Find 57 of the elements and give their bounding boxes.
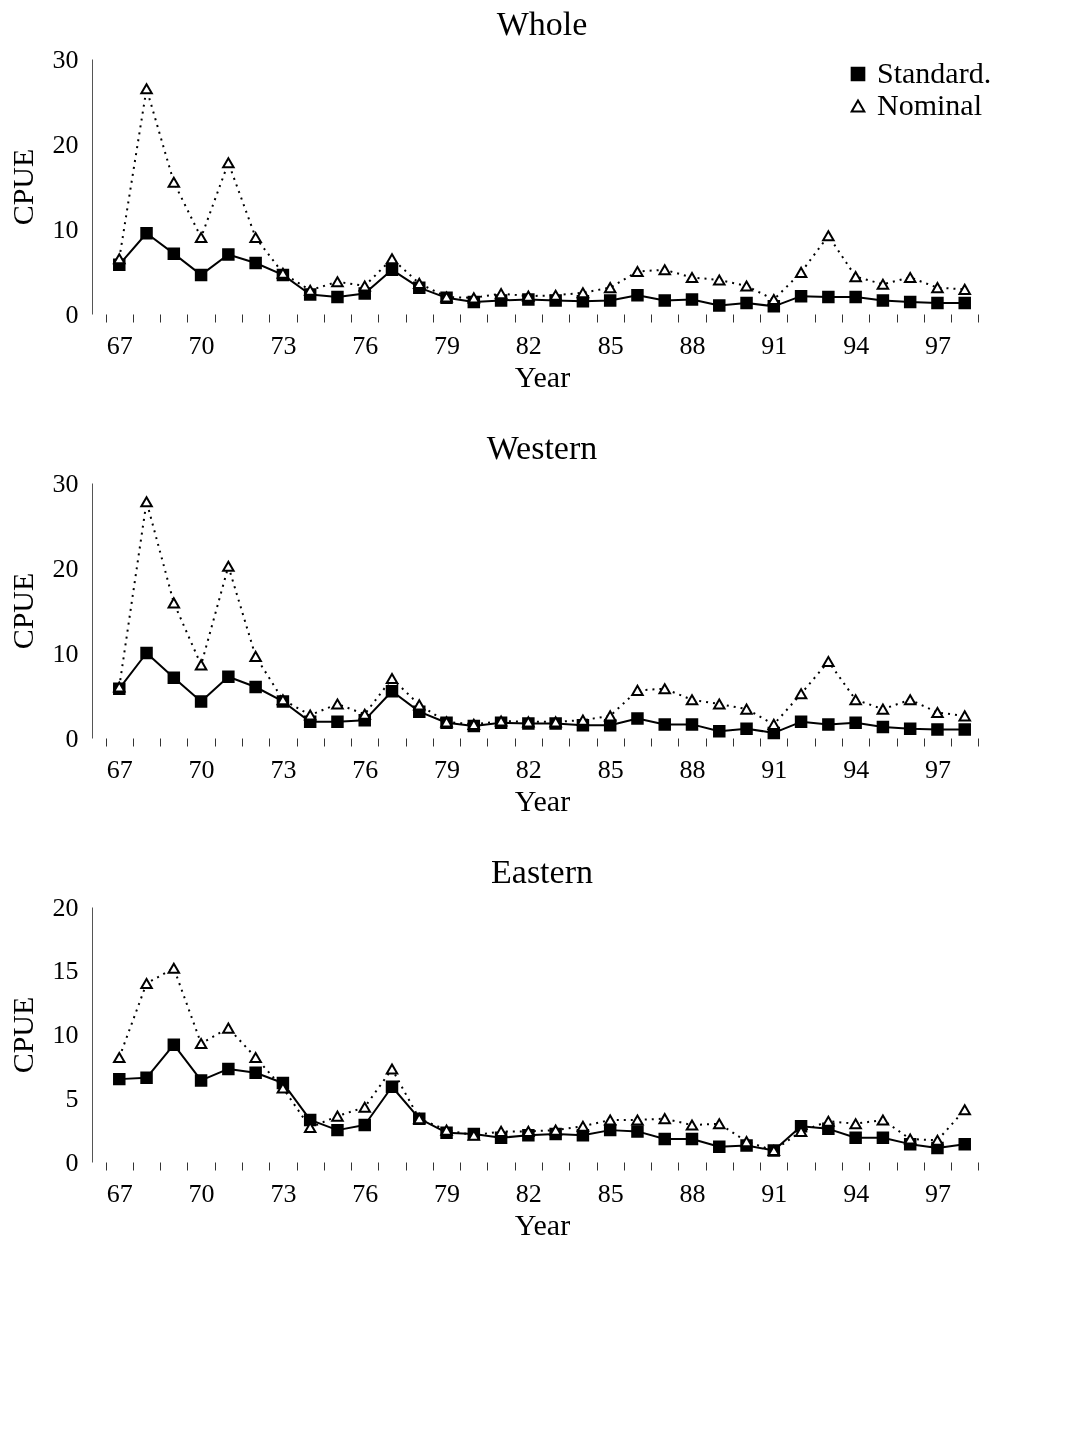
x-tick-label: 70 <box>188 1178 215 1208</box>
y-tick-label: 10 <box>52 214 79 244</box>
x-tick-label: 76 <box>352 754 379 784</box>
y-tick-label: 0 <box>65 723 79 753</box>
x-tick-label: 82 <box>515 330 542 360</box>
x-axis-title: Year <box>514 1207 571 1241</box>
y-tick-label: 30 <box>52 44 79 74</box>
legend-label: Nominal <box>877 88 982 121</box>
chart-title: Whole <box>496 5 588 42</box>
y-tick-label: 20 <box>52 892 79 922</box>
x-tick-label: 82 <box>515 1178 542 1208</box>
y-axis-title: CPUE <box>5 148 39 226</box>
x-axis-title: Year <box>514 783 571 817</box>
x-tick-label: 85 <box>597 1178 624 1208</box>
x-tick-label: 97 <box>924 330 951 360</box>
x-tick-label: 94 <box>843 754 870 784</box>
x-tick-label: 88 <box>679 1178 706 1208</box>
y-tick-label: 15 <box>52 956 79 986</box>
x-tick-label: 73 <box>270 330 297 360</box>
x-tick-label: 76 <box>352 1178 379 1208</box>
x-tick-label: 91 <box>761 754 788 784</box>
x-tick-label: 67 <box>106 754 133 784</box>
x-tick-label: 70 <box>188 754 215 784</box>
chart-title: Eastern <box>491 853 593 890</box>
x-tick-label: 91 <box>761 1178 788 1208</box>
x-tick-label: 82 <box>515 754 542 784</box>
x-tick-label: 73 <box>270 754 297 784</box>
y-tick-label: 30 <box>52 468 79 498</box>
y-tick-label: 5 <box>65 1083 79 1113</box>
x-tick-label: 79 <box>434 1178 461 1208</box>
x-tick-label: 85 <box>597 754 624 784</box>
x-tick-label: 76 <box>352 330 379 360</box>
x-tick-label: 97 <box>924 1178 951 1208</box>
x-tick-label: 97 <box>924 754 951 784</box>
y-tick-label: 0 <box>65 1147 79 1177</box>
chart-title: Western <box>486 429 598 466</box>
y-tick-label: 20 <box>52 553 79 583</box>
x-tick-label: 67 <box>106 330 133 360</box>
x-tick-label: 79 <box>434 330 461 360</box>
y-tick-label: 20 <box>52 129 79 159</box>
x-axis-title: Year <box>514 359 571 393</box>
x-tick-label: 70 <box>188 330 215 360</box>
y-tick-label: 0 <box>65 299 79 329</box>
legend-label: Standard. <box>877 56 992 89</box>
x-tick-label: 67 <box>106 1178 133 1208</box>
y-tick-label: 10 <box>52 1020 79 1049</box>
x-tick-label: 85 <box>597 330 624 360</box>
x-tick-label: 79 <box>434 754 461 784</box>
y-tick-label: 10 <box>52 638 79 668</box>
x-tick-label: 91 <box>761 330 788 360</box>
y-axis-title: CPUE <box>5 572 39 650</box>
x-tick-label: 73 <box>270 1178 297 1208</box>
x-tick-label: 94 <box>843 330 870 360</box>
x-tick-label: 88 <box>679 754 706 784</box>
x-tick-label: 88 <box>679 330 706 360</box>
y-axis-title: CPUE <box>5 996 39 1074</box>
x-tick-label: 94 <box>843 1178 870 1208</box>
